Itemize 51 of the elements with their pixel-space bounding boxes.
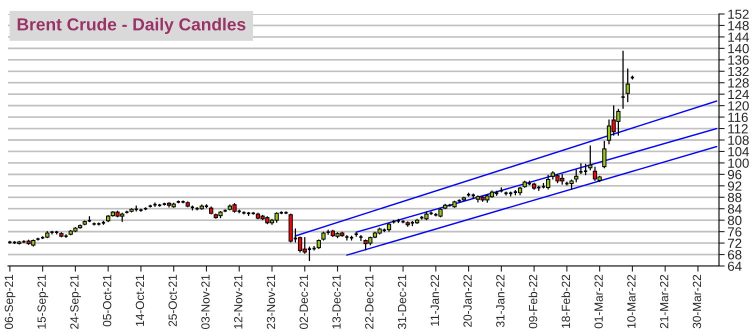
y-tick-label: 132 (728, 66, 749, 76)
candlestick (574, 169, 578, 182)
y-tick-label: 148 (728, 21, 749, 30)
y-tick-label: 136 (728, 55, 749, 65)
y-tick-label: 84 (728, 204, 742, 214)
y-tick-label: 100 (728, 158, 749, 168)
x-tick-label: 11-Jan-22 (430, 274, 439, 326)
candlestick (626, 68, 630, 102)
y-tick-label: 68 (728, 250, 742, 260)
x-tick-label: 15-Sep-21 (37, 274, 48, 329)
candlestick (569, 179, 574, 190)
y-tick-label: 144 (728, 32, 749, 42)
candlestick (588, 145, 592, 170)
y-tick-label: 140 (728, 44, 749, 54)
y-tick-label: 128 (728, 78, 749, 88)
x-tick-label: 31-Dec-21 (398, 274, 406, 329)
x-tick-label: 10-Mar-22 (627, 274, 636, 328)
x-tick-label: 09-Feb-22 (528, 274, 538, 328)
y-tick-label: 72 (728, 238, 742, 248)
x-tick-label: 23-Nov-21 (266, 274, 276, 329)
y-tick-label: 152 (728, 10, 749, 19)
chart-title: Brent Crude - Daily Candles (18, 18, 246, 34)
y-tick-label: 120 (728, 101, 749, 111)
y-tick-label: 96 (728, 170, 742, 180)
y-tick-label: 116 (728, 112, 748, 122)
y-tick-label: 108 (728, 136, 749, 145)
x-tick-label: 13-Dec-21 (332, 274, 341, 329)
x-tick-label: 24-Sep-21 (70, 274, 81, 329)
y-tick-label: 104 (728, 147, 749, 156)
y-tick-label: 64 (728, 262, 742, 271)
x-tick-label: 30-Mar-22 (692, 274, 702, 328)
y-tick-label: 124 (728, 90, 749, 99)
x-tick-label: 20-Jan-22 (463, 274, 472, 327)
y-tick-label: 76 (728, 227, 742, 237)
x-tick-label: 02-Dec-21 (300, 274, 308, 329)
candlestick (602, 140, 606, 168)
y-tick-label: 88 (728, 192, 742, 202)
x-tick-label: 06-Sep-21 (4, 274, 16, 329)
x-tick-label: 25-Oct-21 (168, 274, 177, 326)
y-tick-label: 92 (728, 181, 742, 191)
x-tick-label: 18-Feb-22 (561, 274, 570, 328)
x-tick-label: 22-Dec-21 (365, 274, 374, 329)
x-tick-label: 01-Mar-22 (594, 274, 603, 328)
x-tick-label: 21-Mar-22 (660, 274, 668, 328)
y-tick-label: 112 (728, 124, 748, 134)
x-tick-label: 14-Oct-21 (136, 274, 144, 326)
y-tick-label: 80 (728, 216, 742, 226)
x-tick-label: 12-Nov-21 (234, 274, 242, 329)
x-tick-label: 31-Jan-22 (496, 274, 505, 328)
x-tick-label: 03-Nov-21 (201, 274, 210, 329)
x-tick-label: 05-Oct-21 (102, 274, 112, 326)
